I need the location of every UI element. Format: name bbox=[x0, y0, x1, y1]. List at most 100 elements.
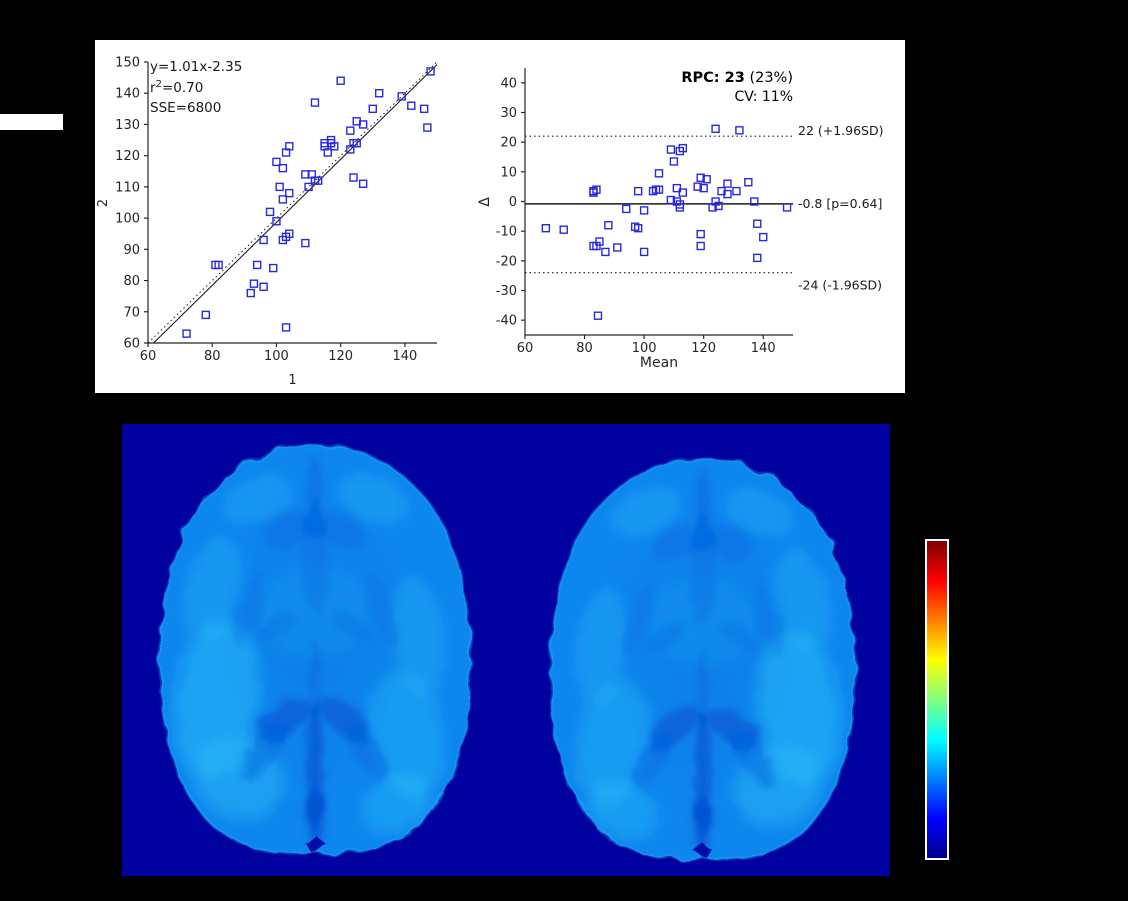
brain-dark-region bbox=[692, 798, 714, 850]
data-point bbox=[744, 178, 753, 187]
data-point bbox=[622, 204, 631, 214]
data-point bbox=[714, 201, 723, 211]
y-tick-label: 40 bbox=[500, 76, 517, 91]
x-tick-label: 140 bbox=[751, 341, 776, 356]
data-point bbox=[604, 221, 613, 230]
data-point bbox=[782, 203, 792, 212]
brain-dark-region bbox=[257, 613, 297, 642]
data-point bbox=[613, 243, 622, 252]
x-tick-label: 100 bbox=[264, 349, 289, 364]
data-point bbox=[723, 179, 732, 188]
data-point bbox=[669, 157, 679, 166]
data-point bbox=[278, 163, 288, 173]
brain-dark-region bbox=[317, 512, 367, 550]
y-tick-label: 140 bbox=[115, 87, 140, 102]
brain-light-region bbox=[726, 487, 794, 537]
brain-panel bbox=[122, 424, 890, 876]
data-point bbox=[252, 260, 262, 270]
y-tick-label: 80 bbox=[123, 274, 140, 289]
data-point bbox=[349, 173, 358, 182]
y-tick-label: 150 bbox=[115, 56, 140, 71]
data-point bbox=[541, 223, 551, 233]
y-tick-label: 70 bbox=[123, 305, 140, 320]
data-point bbox=[750, 197, 759, 206]
data-point bbox=[732, 186, 741, 196]
y-tick-label: 120 bbox=[115, 149, 140, 164]
occipital-notch bbox=[693, 841, 713, 860]
left-edge-white-bar bbox=[0, 114, 63, 130]
data-point bbox=[275, 182, 284, 192]
brain-dark-region bbox=[720, 623, 760, 652]
data-point bbox=[310, 98, 320, 107]
brain-light-region bbox=[612, 487, 680, 537]
occipital-notch bbox=[305, 835, 325, 854]
data-point bbox=[759, 232, 768, 242]
stats-annotation: y=1.01x-2.35 bbox=[150, 59, 242, 75]
stats-annotation: r2=0.70 bbox=[150, 79, 203, 96]
y-tick-label: 110 bbox=[115, 180, 140, 195]
data-point bbox=[375, 89, 384, 98]
data-point bbox=[336, 76, 345, 85]
data-point bbox=[323, 148, 333, 157]
data-point bbox=[696, 241, 705, 251]
x-tick-label: 60 bbox=[517, 341, 534, 356]
y-tick-label: 90 bbox=[123, 243, 140, 258]
data-point bbox=[246, 288, 255, 298]
data-point bbox=[753, 219, 762, 228]
data-point bbox=[201, 310, 211, 320]
data-point bbox=[313, 176, 323, 185]
brain-dark-region bbox=[646, 623, 686, 652]
x-tick-label: 100 bbox=[632, 341, 657, 356]
data-point bbox=[696, 229, 705, 239]
data-point bbox=[639, 206, 649, 215]
brain-slice-right bbox=[549, 456, 857, 862]
brain-dark-region bbox=[308, 643, 322, 719]
data-point bbox=[702, 175, 711, 184]
data-point bbox=[397, 92, 406, 101]
brain-dark-region bbox=[233, 572, 265, 646]
data-point bbox=[272, 217, 281, 226]
data-point bbox=[672, 183, 682, 193]
data-point bbox=[666, 195, 676, 205]
brain-dark-region bbox=[304, 791, 326, 843]
data-point bbox=[285, 229, 294, 238]
brain-light-region bbox=[361, 773, 433, 833]
data-point bbox=[678, 188, 688, 197]
data-point bbox=[633, 186, 643, 196]
y-tick-label: -20 bbox=[496, 254, 517, 269]
y-axis-label: Δ bbox=[477, 197, 493, 207]
brain-dark-region bbox=[344, 726, 390, 780]
data-point bbox=[182, 329, 191, 338]
brain-dark-region bbox=[652, 524, 701, 562]
brain-dark-region bbox=[365, 572, 397, 646]
data-point bbox=[723, 189, 732, 199]
line-label: -24 (-1.96SD) bbox=[798, 278, 882, 293]
rpc-title: RPC: 23 (23%) bbox=[681, 70, 793, 86]
data-point bbox=[639, 247, 649, 257]
data-point bbox=[346, 126, 355, 135]
data-point bbox=[601, 247, 610, 257]
data-point bbox=[358, 120, 368, 129]
data-point bbox=[419, 104, 429, 114]
bland-altman-plot: 60 80 100 120 140 -40 -30 -20 -10 0 10 20 30 40 22 (+1… bbox=[477, 68, 884, 371]
data-point bbox=[654, 185, 664, 194]
y-tick-label: -10 bbox=[496, 225, 517, 240]
brain-dark-region bbox=[732, 734, 776, 787]
brain-light-region bbox=[338, 474, 408, 524]
y-axis-label: 2 bbox=[96, 199, 111, 207]
brain-light-region bbox=[646, 576, 760, 667]
regression-plot: 60 80 100 120 140 60 70 80 90 100 110 120 130 140 150 y… bbox=[96, 56, 438, 388]
data-point bbox=[696, 173, 705, 182]
x-axis-label: 1 bbox=[288, 373, 296, 388]
y-tick-label: 10 bbox=[500, 165, 517, 180]
y-tick-label: -40 bbox=[496, 314, 517, 329]
data-point bbox=[426, 67, 435, 76]
brain-rim bbox=[549, 456, 857, 862]
data-point bbox=[285, 188, 294, 198]
x-tick-label: 80 bbox=[204, 349, 221, 364]
brain-light-region bbox=[575, 588, 629, 706]
brain-rim bbox=[158, 442, 472, 856]
data-point bbox=[358, 179, 368, 188]
